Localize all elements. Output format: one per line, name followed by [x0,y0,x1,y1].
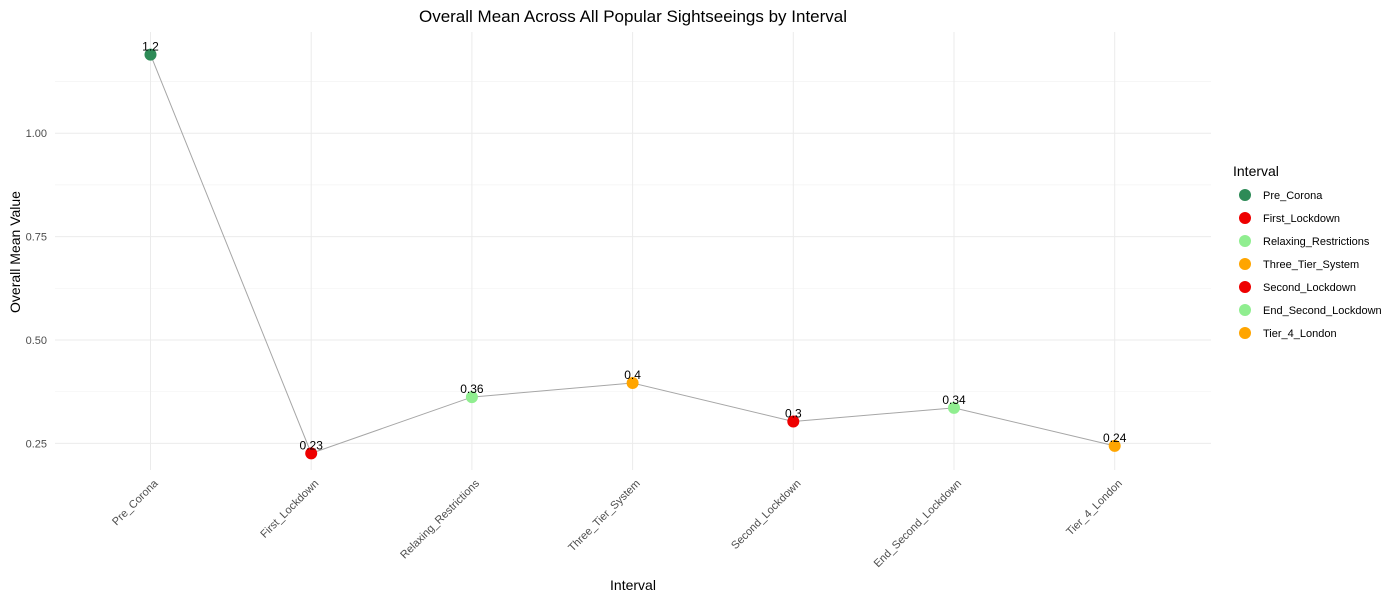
data-point [465,391,478,404]
data-points [144,48,1121,460]
legend-label: Tier_4_London [1263,328,1337,340]
x-axis-title: Interval [610,577,656,593]
y-tick-label: 0.75 [26,232,47,244]
data-label: 0.4 [624,368,641,382]
data-point [305,447,318,460]
x-tick-label: Second_Lockdown [729,478,803,552]
y-tick-label: 0.50 [26,335,47,347]
legend-items: Pre_Corona First_Lockdown Relaxing_Restric… [1239,189,1382,340]
legend-key [1239,212,1251,224]
data-label: 0.23 [300,438,324,452]
x-tick-label: Tier_4_London [1064,478,1125,539]
data-labels: 1.2 0.23 0.36 0.4 0.3 0.34 0.24 [142,40,1127,453]
data-label: 0.3 [785,406,802,420]
data-point [787,415,800,428]
grid [55,32,1211,470]
legend-key [1239,304,1251,316]
legend-key [1239,235,1251,247]
x-tick-label: End_Second_Lockdown [872,478,964,570]
data-point [948,401,960,414]
x-tick-label: Three_Tier_System [566,478,643,555]
legend-title: Interval [1233,163,1279,179]
x-axis-ticks: Pre_Corona First_Lockdown Relaxing_Restric… [110,477,1125,570]
x-tick-label: Relaxing_Restrictions [398,477,482,561]
legend-label: First_Lockdown [1263,213,1340,225]
chart-title: Overall Mean Across All Popular Sightsee… [419,7,847,26]
legend-key [1239,258,1251,270]
data-label: 1.2 [142,40,159,54]
legend-key [1239,327,1251,339]
legend-label: Relaxing_Restrictions [1263,236,1370,248]
y-axis-ticks: 0.25 0.50 0.75 1.00 [26,128,47,450]
data-label: 0.36 [460,382,484,396]
data-label: 0.34 [942,393,966,407]
legend-label: Three_Tier_System [1263,259,1359,271]
data-point [1108,439,1121,452]
legend-key [1239,189,1251,201]
x-tick-label: First_Lockdown [258,478,321,541]
legend-label: Pre_Corona [1263,190,1323,202]
data-point [144,48,157,61]
data-point [626,377,639,390]
x-tick-label: Pre_Corona [110,477,161,528]
y-axis-title: Overall Mean Value [7,191,23,313]
legend-label: End_Second_Lockdown [1263,305,1382,317]
data-label: 0.24 [1103,431,1127,445]
legend-key [1239,281,1251,293]
y-tick-label: 0.25 [26,438,47,450]
legend: Interval Pre_Corona First_Lockdown Relaxin… [1233,163,1382,340]
y-tick-label: 1.00 [26,128,47,140]
legend-label: Second_Lockdown [1263,282,1356,294]
